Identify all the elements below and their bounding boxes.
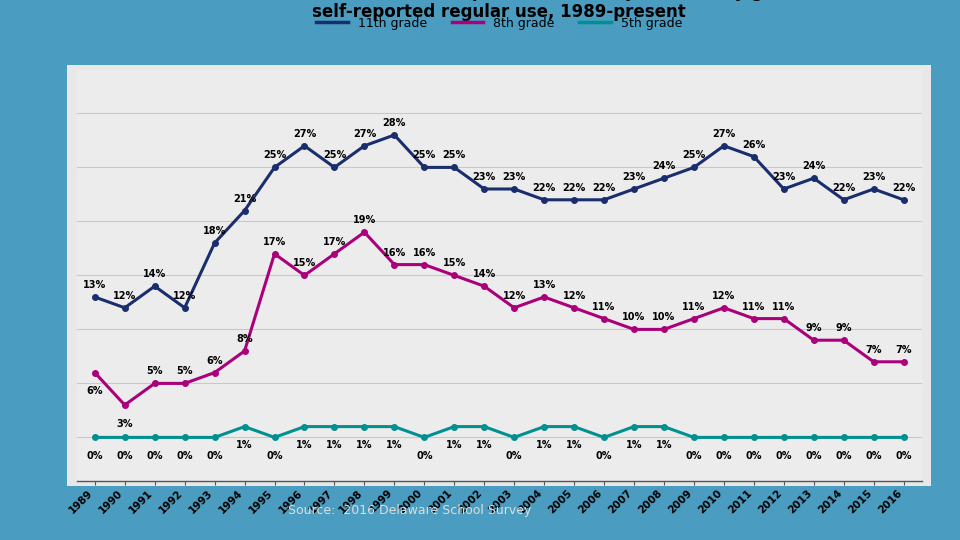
Text: 1%: 1% (626, 441, 642, 450)
Text: 24%: 24% (653, 161, 676, 171)
Text: 1%: 1% (656, 441, 672, 450)
Text: 14%: 14% (143, 269, 166, 279)
Text: 7%: 7% (896, 345, 912, 355)
Text: 1%: 1% (565, 441, 583, 450)
Text: 16%: 16% (413, 248, 436, 258)
Text: 11%: 11% (772, 302, 796, 312)
Text: 0%: 0% (746, 451, 762, 461)
Text: 0%: 0% (116, 451, 133, 461)
Text: 12%: 12% (563, 291, 586, 301)
Text: 3%: 3% (116, 419, 133, 429)
Text: 5%: 5% (177, 367, 193, 376)
Text: 0%: 0% (896, 451, 912, 461)
Text: 7%: 7% (865, 345, 882, 355)
Text: 22%: 22% (563, 183, 586, 193)
Text: 25%: 25% (443, 151, 466, 160)
Text: 18%: 18% (203, 226, 227, 236)
Text: 15%: 15% (443, 259, 466, 268)
Text: 0%: 0% (865, 451, 882, 461)
Text: 10%: 10% (622, 313, 646, 322)
Text: 25%: 25% (683, 151, 706, 160)
Text: 27%: 27% (712, 129, 735, 139)
Text: 11%: 11% (742, 302, 765, 312)
Text: 0%: 0% (206, 451, 223, 461)
Text: 0%: 0% (177, 451, 193, 461)
Text: 25%: 25% (323, 151, 346, 160)
Text: 17%: 17% (323, 237, 346, 247)
Text: Source:  2016 Delaware School Survey: Source: 2016 Delaware School Survey (288, 504, 532, 517)
Text: 26%: 26% (742, 140, 765, 150)
Text: 1%: 1% (446, 441, 463, 450)
Text: 16%: 16% (383, 248, 406, 258)
Text: 22%: 22% (533, 183, 556, 193)
Text: 9%: 9% (805, 323, 822, 333)
Text: 6%: 6% (86, 387, 103, 396)
Text: 23%: 23% (502, 172, 526, 182)
Text: 23%: 23% (862, 172, 885, 182)
Text: 22%: 22% (832, 183, 855, 193)
Text: 1%: 1% (536, 441, 552, 450)
Legend: 11th grade, 8th grade, 5th grade: 11th grade, 8th grade, 5th grade (313, 13, 685, 33)
Title: Trends in Delaware students’ past month marijuana use by grade
self-reported reg: Trends in Delaware students’ past month … (192, 0, 806, 22)
Text: 0%: 0% (416, 451, 433, 461)
Text: 19%: 19% (352, 215, 376, 225)
Text: 12%: 12% (712, 291, 735, 301)
Text: 0%: 0% (147, 451, 163, 461)
Text: 25%: 25% (263, 151, 286, 160)
Text: 27%: 27% (293, 129, 316, 139)
Text: 25%: 25% (413, 151, 436, 160)
Text: 0%: 0% (86, 451, 103, 461)
Text: 1%: 1% (356, 441, 372, 450)
Text: 1%: 1% (297, 441, 313, 450)
Text: 1%: 1% (476, 441, 492, 450)
Text: 10%: 10% (653, 313, 676, 322)
Text: 24%: 24% (803, 161, 826, 171)
Text: 17%: 17% (263, 237, 286, 247)
Text: 12%: 12% (113, 291, 136, 301)
Text: 0%: 0% (805, 451, 822, 461)
Text: 0%: 0% (685, 451, 702, 461)
Text: 0%: 0% (715, 451, 732, 461)
Text: 21%: 21% (233, 194, 256, 204)
Text: 0%: 0% (506, 451, 522, 461)
Text: 9%: 9% (835, 323, 852, 333)
Text: 22%: 22% (892, 183, 915, 193)
Text: 11%: 11% (592, 302, 615, 312)
Text: 0%: 0% (266, 451, 283, 461)
Text: 28%: 28% (383, 118, 406, 128)
Text: 1%: 1% (236, 441, 252, 450)
Text: 5%: 5% (147, 367, 163, 376)
Text: 14%: 14% (472, 269, 496, 279)
Text: 12%: 12% (173, 291, 196, 301)
Text: 23%: 23% (772, 172, 796, 182)
Text: 15%: 15% (293, 259, 316, 268)
Text: 6%: 6% (206, 356, 223, 366)
Text: 13%: 13% (84, 280, 107, 290)
Text: 11%: 11% (683, 302, 706, 312)
Text: 8%: 8% (236, 334, 252, 344)
Text: 0%: 0% (776, 451, 792, 461)
Text: 23%: 23% (472, 172, 496, 182)
Text: 0%: 0% (835, 451, 852, 461)
Text: 13%: 13% (533, 280, 556, 290)
Text: 27%: 27% (352, 129, 376, 139)
Text: 0%: 0% (596, 451, 612, 461)
Text: 12%: 12% (502, 291, 526, 301)
Text: 1%: 1% (326, 441, 343, 450)
Text: 22%: 22% (592, 183, 615, 193)
Text: 23%: 23% (622, 172, 646, 182)
Text: 1%: 1% (386, 441, 402, 450)
